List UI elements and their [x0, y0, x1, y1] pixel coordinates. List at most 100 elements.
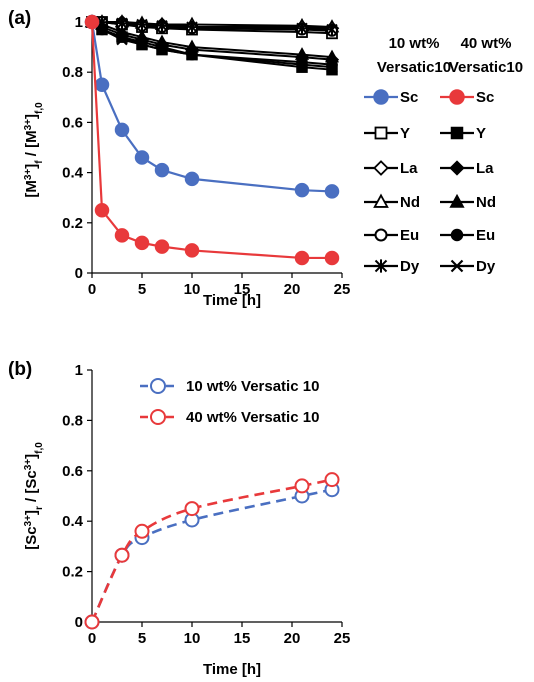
legend-label: La: [400, 160, 418, 177]
legend-item: Eu: [440, 227, 495, 244]
legend-item: Nd: [440, 193, 496, 211]
legend-header: Versatic10: [377, 59, 451, 76]
panel-b-x-tick-label: 20: [284, 630, 301, 647]
axes-a: 0 5 10 15 20 25 0 0.2 0.4 0.6 0.8 1: [62, 14, 350, 298]
data-point: [184, 243, 200, 258]
panel-a-x-tick-label: 20: [284, 281, 301, 298]
panel-a-y-tick-label: 0.4: [62, 165, 84, 182]
legend-label: Sc: [476, 89, 494, 106]
data-point: [94, 203, 110, 218]
legend-marker: [450, 126, 464, 140]
legend-marker: [450, 228, 464, 242]
x-axis-title-a: Time [h]: [203, 292, 261, 309]
chart-panel-b: (b) 0 5 10 15 20 25 0 0.2 0.4 0.6 0.8 1 Time [h] [S…: [8, 359, 350, 678]
x-axis-title-b: Time [h]: [203, 661, 261, 678]
series-line: [91, 21, 333, 69]
legend-item: Y: [440, 125, 486, 142]
panel-b-y-tick-label: 0.8: [62, 412, 83, 429]
legend-label: Nd: [476, 194, 496, 211]
data-point: [114, 122, 130, 138]
data-point: [136, 38, 148, 51]
legend-marker: [150, 409, 166, 425]
legend-marker: [449, 160, 465, 176]
data-point: [154, 239, 170, 254]
legend-item: Y: [364, 125, 410, 142]
series-line: [90, 21, 333, 193]
data-point: [184, 171, 200, 187]
series-group-b: [84, 472, 340, 630]
data-point: [186, 21, 198, 34]
legend-marker: [373, 89, 389, 105]
panel-b-y-tick-label: 1: [75, 362, 83, 379]
panel-a-x-tick-label: 5: [138, 281, 146, 298]
data-point: [84, 614, 100, 630]
chart-panel-a: (a) 0 5 10 15 20 25 0 0.2 0.4 0.6 0.8 1 Time [h] [M…: [8, 8, 523, 309]
panel-a-x-tick-label: 10: [184, 281, 201, 298]
legend-marker: [450, 259, 464, 273]
data-point: [326, 61, 338, 73]
data-point: [186, 48, 198, 61]
series-sc-10wt: [84, 14, 340, 199]
legend-marker: [373, 160, 389, 176]
legend-item: Dy: [364, 258, 420, 275]
legend-label: Y: [476, 125, 486, 142]
panel-a-y-tick-label: 0.2: [62, 215, 83, 232]
data-point: [114, 228, 130, 243]
data-point: [94, 77, 110, 92]
panel-b-x-tick-label: 10: [184, 630, 201, 647]
data-point: [114, 547, 130, 563]
panel-label-a: (a): [8, 8, 31, 29]
panel-a-x-tick-label: 15: [234, 281, 251, 298]
data-point: [324, 250, 340, 266]
legend-label: Y: [400, 125, 410, 142]
legend-item: Sc: [440, 89, 494, 106]
legend-label: Nd: [400, 194, 420, 211]
panel-b-x-tick-label: 5: [138, 630, 146, 647]
data-point: [96, 23, 108, 36]
panel-b-y-tick-label: 0.4: [62, 513, 84, 530]
y-axis-title-b: [Sc3+]r / [Sc3+]f,0: [23, 442, 45, 550]
panel-b-x-tick-label: 15: [234, 630, 251, 647]
panel-b-y-tick-label: 0: [75, 614, 83, 631]
data-point: [326, 23, 338, 36]
legend-label: Eu: [476, 227, 495, 244]
legend-item: La: [440, 160, 494, 177]
legend-label: Dy: [400, 258, 420, 275]
data-point: [116, 33, 128, 46]
legend-label: Dy: [476, 258, 496, 275]
data-point: [324, 184, 340, 199]
data-point: [296, 58, 308, 71]
legend-label: Sc: [400, 89, 418, 106]
panel-a-y-tick-label: 1: [75, 14, 83, 31]
data-point: [294, 478, 310, 494]
panel-b-x-tick-label: 25: [334, 630, 351, 647]
panel-label-b: (b): [8, 359, 32, 380]
data-point: [324, 472, 340, 488]
axes-b: 0 5 10 15 20 25 0 0.2 0.4 0.6 0.8 1: [62, 362, 350, 647]
legend-marker: [374, 228, 388, 242]
data-point: [184, 501, 200, 517]
panel-b-x-tick-label: 0: [88, 630, 96, 647]
legend-item: 10 wt% Versatic 10: [140, 378, 319, 395]
legend-label: La: [476, 160, 494, 177]
legend-item: Eu: [364, 227, 419, 244]
series-sc-40wt: [84, 14, 340, 266]
legend-header: 40 wt%: [461, 35, 512, 52]
legend-label: 40 wt% Versatic 10: [186, 409, 319, 426]
legend-item: Nd: [364, 193, 420, 211]
panel-b-y-tick-label: 0.6: [62, 463, 83, 480]
legend-marker: [374, 259, 388, 273]
panel-a-x-tick-label: 0: [88, 281, 96, 298]
data-point: [156, 43, 168, 56]
y-axis-title-a: [M3+]f / [M3+]f,0: [23, 102, 45, 198]
legend-item: 40 wt% Versatic 10: [140, 409, 319, 426]
series-line: [92, 21, 333, 31]
series-group-a: [84, 14, 340, 266]
data-point: [134, 150, 150, 165]
data-point: [134, 235, 150, 251]
legend-marker: [449, 193, 465, 208]
data-point: [294, 182, 310, 198]
legend-a: 10 wt% Versatic10 40 wt% Versatic10 Sc Sc Y Y La…: [364, 35, 523, 275]
data-point: [116, 17, 128, 30]
